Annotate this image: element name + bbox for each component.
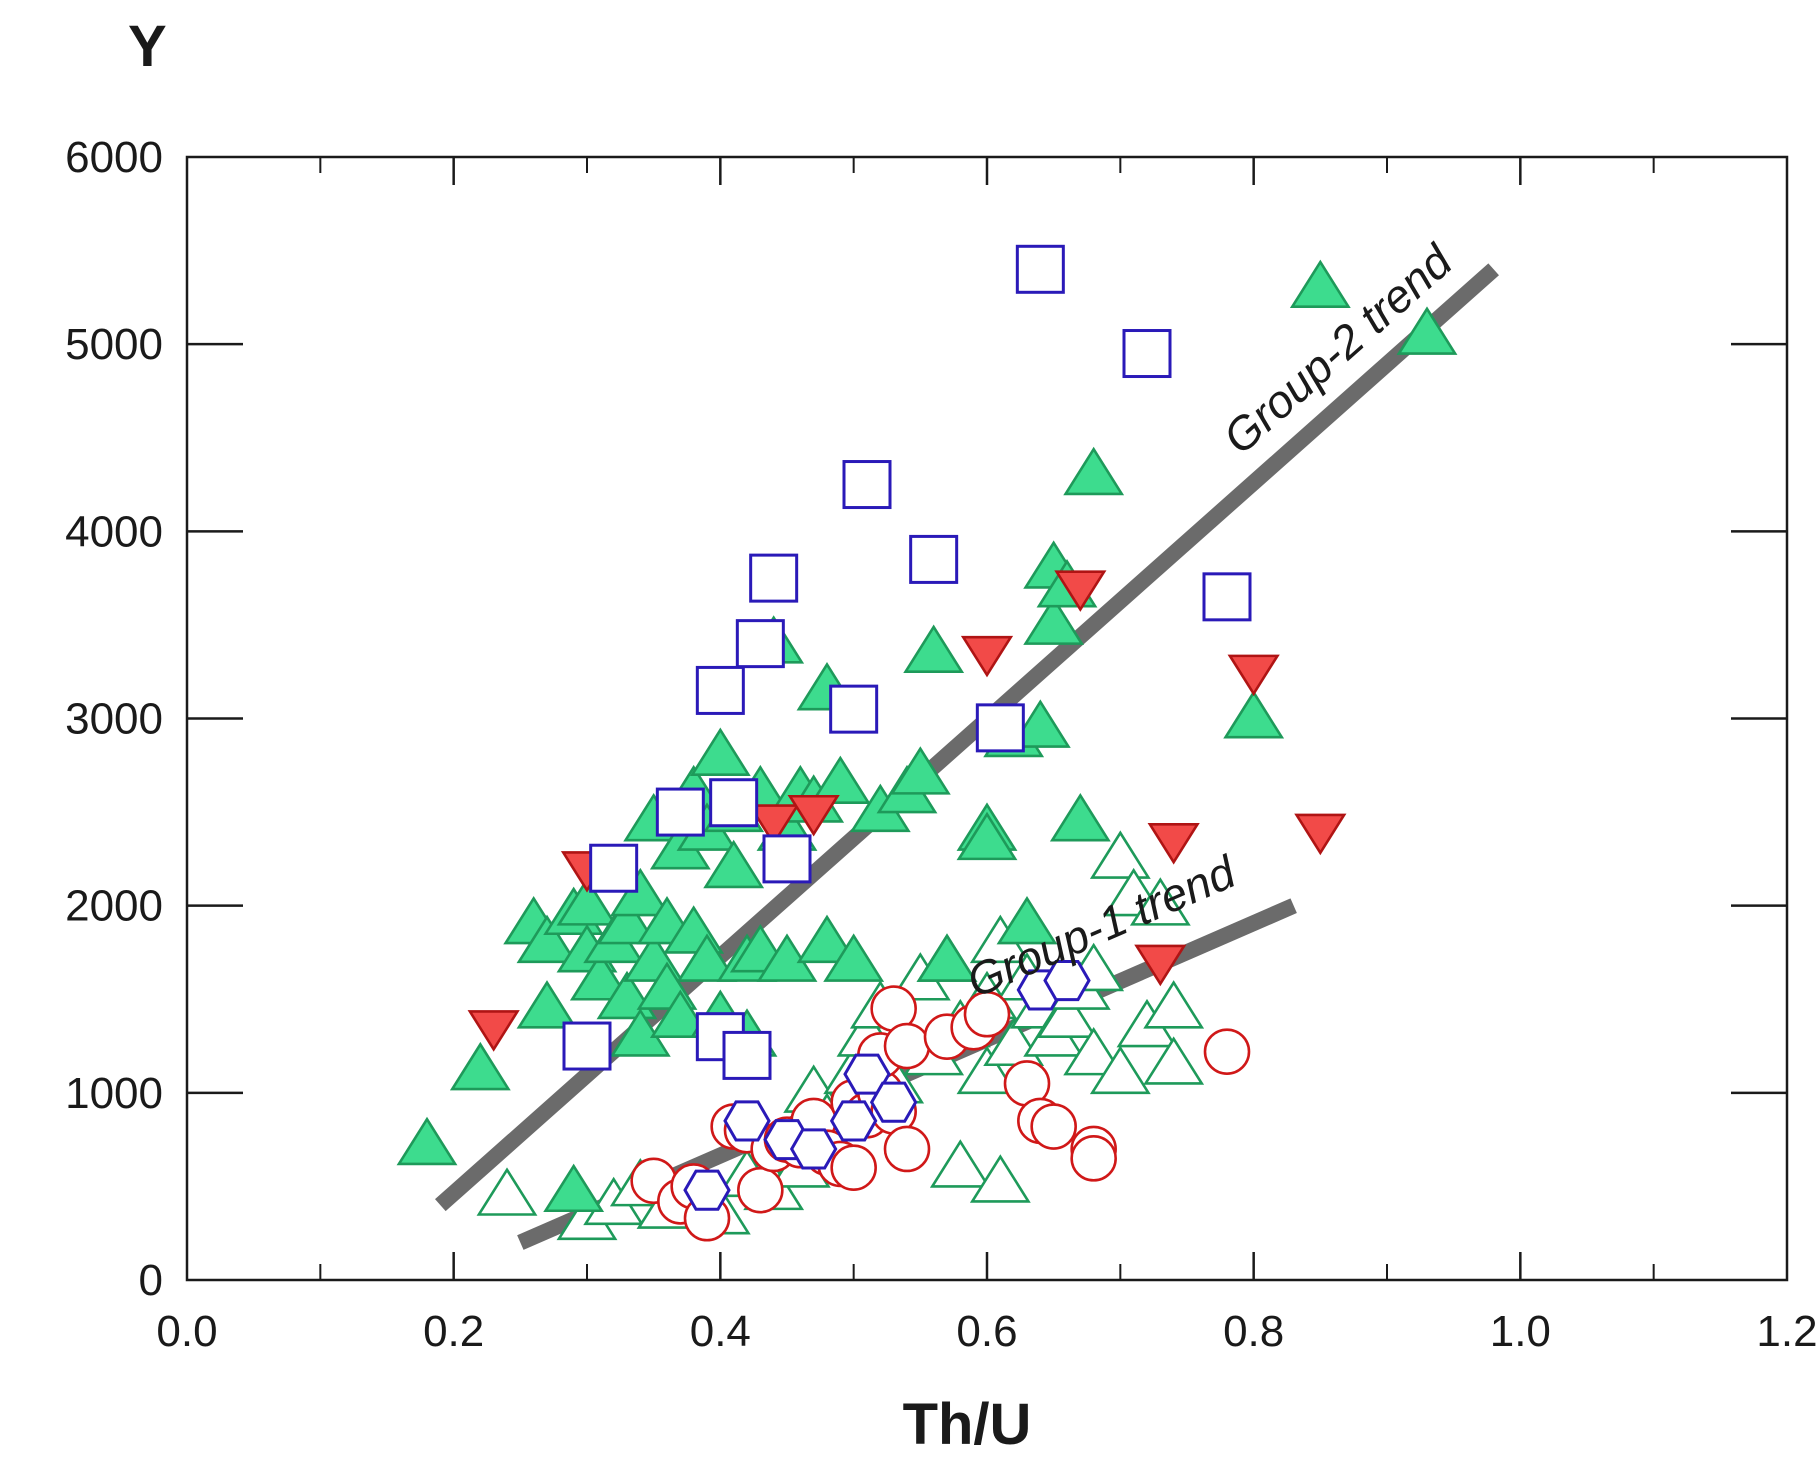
x-tick-label: 0.2: [423, 1307, 484, 1356]
filled-triangle-marker: [543, 1163, 605, 1213]
filled-triangle-marker: [903, 624, 965, 674]
square-marker: [735, 619, 785, 669]
filled-triangle-marker: [569, 952, 631, 1001]
square-marker: [909, 534, 959, 584]
inverted-triangle-marker: [467, 1010, 520, 1052]
square-marker: [709, 778, 759, 828]
filled-triangle-marker: [703, 839, 765, 889]
circle-marker: [883, 1022, 931, 1070]
filled-triangle-marker: [1009, 699, 1071, 748]
circle-marker: [1203, 1028, 1251, 1075]
open-triangle-marker: [1129, 877, 1191, 926]
y-tick-label: 4000: [65, 507, 163, 556]
x-axis-label: Th/U: [903, 1392, 1032, 1457]
square-marker: [749, 553, 799, 603]
y-tick-label: 3000: [65, 695, 163, 744]
square-marker: [829, 684, 879, 734]
inverted-triangle-marker: [1227, 654, 1280, 697]
circle-marker: [830, 1144, 877, 1191]
filled-triangle-marker: [823, 933, 885, 982]
data-markers: [396, 244, 1458, 1242]
filled-triangle-marker: [956, 811, 1018, 861]
x-tick-label: 0.6: [956, 1307, 1017, 1356]
open-triangle-marker: [1143, 980, 1205, 1029]
inverted-triangle-marker: [1054, 570, 1107, 612]
circle-marker: [737, 1166, 784, 1214]
filled-triangle-marker: [809, 755, 871, 805]
x-tick-label: 0.8: [1223, 1307, 1284, 1356]
circle-marker: [883, 1125, 931, 1173]
filled-triangle-marker: [689, 727, 751, 776]
y-tick-label: 2000: [65, 882, 163, 931]
square-marker: [655, 787, 705, 837]
open-triangle-marker: [1089, 830, 1151, 879]
hexagon-marker: [723, 1100, 771, 1142]
inverted-triangle-marker: [1294, 813, 1347, 856]
y-tick-label: 0: [139, 1256, 163, 1305]
filled-triangle-marker: [516, 914, 578, 964]
square-marker: [1015, 244, 1065, 294]
square-marker: [842, 460, 892, 510]
square-marker: [589, 843, 639, 893]
filled-triangle-marker: [1289, 259, 1351, 309]
x-tick-label: 1.2: [1756, 1307, 1817, 1356]
open-triangle-marker: [929, 1139, 991, 1188]
square-marker: [1202, 572, 1252, 622]
hexagon-marker: [829, 1100, 878, 1142]
hexagon-marker: [683, 1169, 731, 1211]
axis-ticks: 0.0 0.2 0.4 0.6 0.8 1.0 1.2 0 1000 2000 3000 4000 50…: [65, 133, 1817, 1356]
open-triangle-marker: [969, 1154, 1031, 1203]
hexagon-marker: [789, 1128, 838, 1170]
filled-triangle-marker: [1223, 690, 1285, 739]
open-triangle-marker: [1143, 1036, 1205, 1085]
x-tick-label: 0.0: [156, 1307, 217, 1356]
open-triangle-marker: [1063, 1026, 1125, 1076]
filled-triangle-marker: [516, 980, 578, 1029]
hexagon-marker: [1043, 959, 1091, 1002]
square-marker: [695, 665, 745, 715]
y-axis-label: Y: [128, 14, 167, 79]
filled-triangle-marker: [889, 746, 951, 795]
hexagon-marker: [869, 1081, 918, 1123]
open-triangle-marker: [956, 1045, 1018, 1095]
filled-triangle-marker: [396, 1116, 458, 1166]
filled-triangle-marker: [916, 933, 978, 982]
inverted-triangle-marker: [787, 794, 840, 837]
filled-triangle-marker: [649, 989, 711, 1038]
filled-triangle-marker: [676, 933, 738, 982]
circle-marker: [963, 990, 1011, 1038]
filled-triangle-marker: [1396, 306, 1458, 355]
y-tick-label: 1000: [65, 1069, 163, 1118]
x-tick-label: 0.4: [690, 1307, 751, 1356]
filled-triangle-marker: [1023, 596, 1085, 645]
filled-triangle-marker: [449, 1041, 511, 1091]
square-marker: [762, 834, 812, 884]
y-tick-label: 5000: [65, 320, 163, 369]
circle-marker: [1030, 1103, 1077, 1150]
filled-triangle-marker: [796, 914, 858, 964]
trend-lines: [435, 263, 1499, 1250]
inverted-triangle-marker: [960, 635, 1014, 678]
open-triangle-marker: [1036, 989, 1098, 1038]
x-tick-label: 1.0: [1490, 1307, 1551, 1356]
square-marker: [1122, 329, 1172, 379]
filled-triangle-marker: [996, 895, 1058, 945]
square-marker: [562, 1021, 612, 1071]
square-marker: [722, 1030, 772, 1080]
open-triangle-marker: [1089, 1045, 1151, 1095]
y-tick-label: 6000: [65, 133, 163, 182]
square-marker: [975, 703, 1025, 753]
open-triangle-marker: [476, 1167, 538, 1216]
inverted-triangle-marker: [747, 804, 800, 846]
filled-triangle-marker: [1063, 446, 1125, 496]
circle-marker: [1070, 1135, 1117, 1182]
filled-triangle-marker: [1049, 792, 1111, 842]
inverted-triangle-marker: [1147, 823, 1200, 865]
inverted-triangle-marker: [1134, 944, 1187, 987]
filled-triangle-marker: [596, 895, 658, 945]
